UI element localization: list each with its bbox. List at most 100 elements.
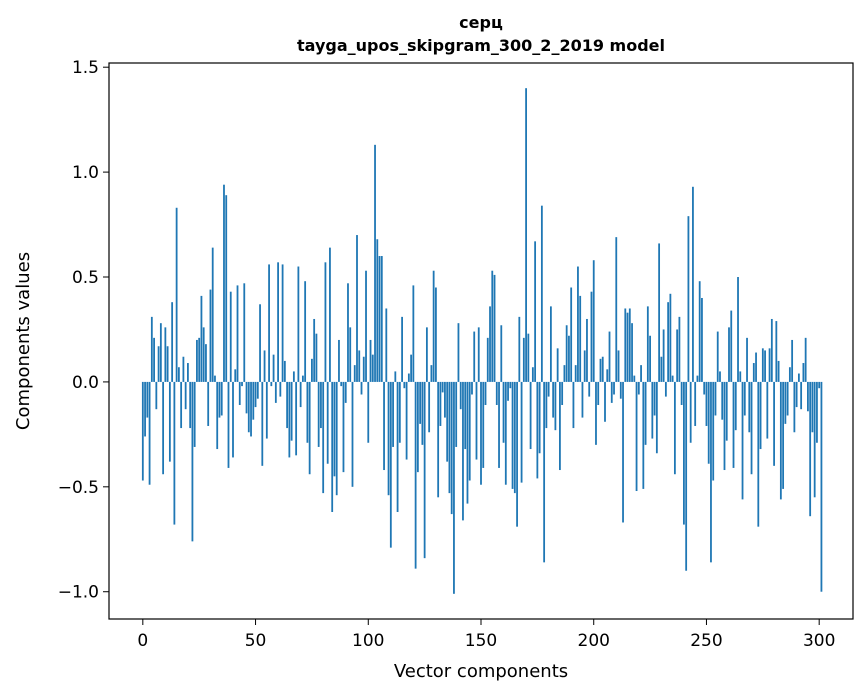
bar <box>392 381 394 447</box>
bar <box>655 381 658 454</box>
bar <box>536 381 539 479</box>
bar <box>750 381 753 475</box>
bar <box>664 381 667 397</box>
bar <box>581 381 584 418</box>
bar <box>613 381 615 395</box>
bar <box>306 381 309 443</box>
bar <box>579 295 582 382</box>
bar <box>770 318 773 382</box>
bar <box>141 381 144 481</box>
bar <box>281 264 284 382</box>
bar <box>734 381 737 431</box>
bar <box>342 381 345 473</box>
bar <box>211 247 214 382</box>
bar <box>559 381 561 471</box>
bar <box>277 262 279 382</box>
bar <box>807 381 809 412</box>
bar <box>748 381 751 433</box>
bar <box>288 381 291 458</box>
bar <box>331 381 334 512</box>
bar <box>590 291 593 382</box>
bar <box>554 381 557 431</box>
bar <box>263 350 266 382</box>
bar <box>687 216 690 382</box>
bar <box>543 381 546 563</box>
bar <box>732 381 735 468</box>
bar <box>773 381 775 466</box>
bar <box>378 256 381 382</box>
bar <box>437 381 440 498</box>
bar <box>768 348 771 382</box>
bar <box>816 381 818 443</box>
bar <box>223 184 225 382</box>
bar <box>146 381 149 418</box>
x-tick-label: 100 <box>352 631 384 651</box>
bar <box>283 360 286 382</box>
bar <box>820 381 823 592</box>
bar <box>365 270 367 382</box>
y-tick-label: 0.5 <box>72 268 99 288</box>
bar <box>150 316 153 382</box>
bar <box>344 381 347 403</box>
bar <box>644 381 647 445</box>
bar <box>701 297 703 382</box>
bar <box>552 381 555 418</box>
bar <box>182 356 185 382</box>
bar <box>155 381 158 410</box>
bar <box>477 327 480 382</box>
y-tick-label: 1.5 <box>72 58 99 78</box>
bar <box>545 381 548 429</box>
bar <box>788 367 791 382</box>
y-axis-ticks: −1.0 −0.5 0.0 0.5 1.0 1.5 <box>58 58 109 603</box>
bar <box>241 381 243 387</box>
bar <box>153 337 155 382</box>
bar <box>471 381 473 395</box>
x-tick-label: 0 <box>137 631 148 651</box>
bar <box>200 295 203 382</box>
bar <box>473 331 476 382</box>
bar <box>565 325 568 382</box>
bar <box>439 381 442 426</box>
bar <box>329 247 331 382</box>
bar <box>540 205 543 382</box>
bar <box>619 381 622 399</box>
bar <box>175 207 178 382</box>
bar <box>229 291 232 382</box>
bar <box>498 381 500 468</box>
bar <box>511 381 514 489</box>
bar <box>813 381 816 498</box>
bar <box>202 327 205 382</box>
bar <box>719 371 721 382</box>
bar <box>286 381 289 429</box>
bar <box>676 329 679 382</box>
bar <box>811 381 814 433</box>
x-tick-label: 250 <box>690 631 722 651</box>
bar <box>669 293 672 382</box>
bar <box>588 381 591 397</box>
bar <box>430 365 433 382</box>
bar <box>597 381 600 405</box>
bar <box>646 306 649 382</box>
bar <box>574 365 577 382</box>
bar-series <box>141 88 823 594</box>
bar <box>486 337 489 382</box>
bar <box>561 381 564 405</box>
bar <box>401 316 403 382</box>
bar <box>577 266 579 382</box>
bar <box>236 285 239 382</box>
bar <box>775 321 778 382</box>
bar <box>685 381 688 571</box>
bar <box>712 381 715 481</box>
bar <box>177 367 180 382</box>
bar <box>624 308 627 382</box>
bar <box>755 352 757 382</box>
x-axis-ticks: 0 50 100 150 200 250 300 <box>137 619 835 651</box>
bar <box>694 381 697 426</box>
bar <box>507 381 509 401</box>
bar <box>209 289 212 382</box>
bar <box>453 381 455 594</box>
bar <box>649 335 651 382</box>
x-tick-label: 200 <box>578 631 610 651</box>
bar <box>500 325 503 382</box>
bar <box>631 323 633 382</box>
